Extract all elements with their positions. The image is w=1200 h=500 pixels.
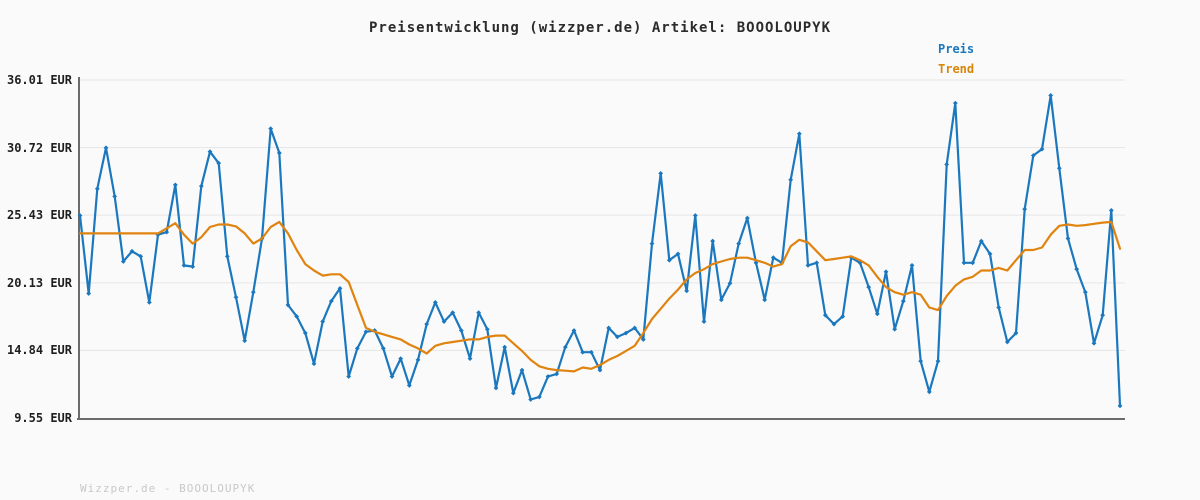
trend-line [78,220,1122,373]
y-tick-label: 25.43 EUR [6,208,72,223]
y-tick-label: 36.01 EUR [6,73,72,87]
y-tick-label: 30.72 EUR [6,140,72,155]
watermark-text: Wizzper.de - BOOOLOUPYK [80,482,256,495]
chart-legend: Preis Trend [938,39,974,79]
preis-markers [77,93,1123,409]
y-tick-label: 9.55 EUR [14,411,72,425]
y-tick-label: 20.13 EUR [6,275,72,290]
preis-line [78,94,1122,407]
chart-title: Preisentwicklung (wizzper.de) Artikel: B… [368,20,832,36]
y-tick-label: 14.84 EUR [6,343,72,358]
legend-item-preis: Preis [938,42,975,56]
legend-item-trend: Trend [938,62,975,76]
